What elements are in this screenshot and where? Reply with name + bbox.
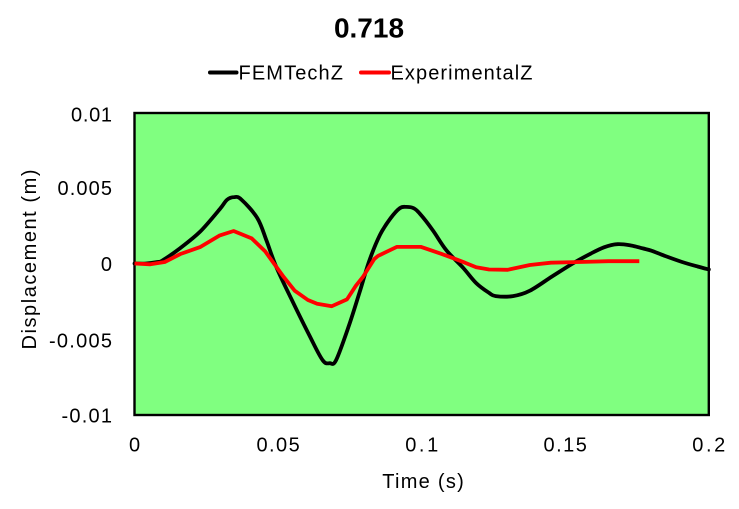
- svg-text:0.05: 0.05: [256, 435, 299, 457]
- svg-text:Displacement (m): Displacement (m): [19, 170, 41, 350]
- svg-text:-0.01: -0.01: [62, 406, 113, 428]
- svg-text:0.1: 0.1: [405, 435, 438, 457]
- svg-text:-0.005: -0.005: [49, 330, 112, 352]
- svg-text:0.718: 0.718: [334, 13, 404, 44]
- svg-text:0.15: 0.15: [544, 435, 587, 457]
- svg-text:0.01: 0.01: [71, 105, 112, 127]
- svg-text:0.005: 0.005: [58, 178, 113, 200]
- svg-text:0.2: 0.2: [692, 435, 725, 457]
- svg-text:Time (s): Time (s): [382, 471, 464, 493]
- svg-text:FEMTechZ: FEMTechZ: [239, 63, 344, 85]
- svg-text:0: 0: [101, 254, 112, 276]
- svg-text:ExperimentalZ: ExperimentalZ: [391, 63, 533, 85]
- svg-text:0: 0: [129, 435, 140, 457]
